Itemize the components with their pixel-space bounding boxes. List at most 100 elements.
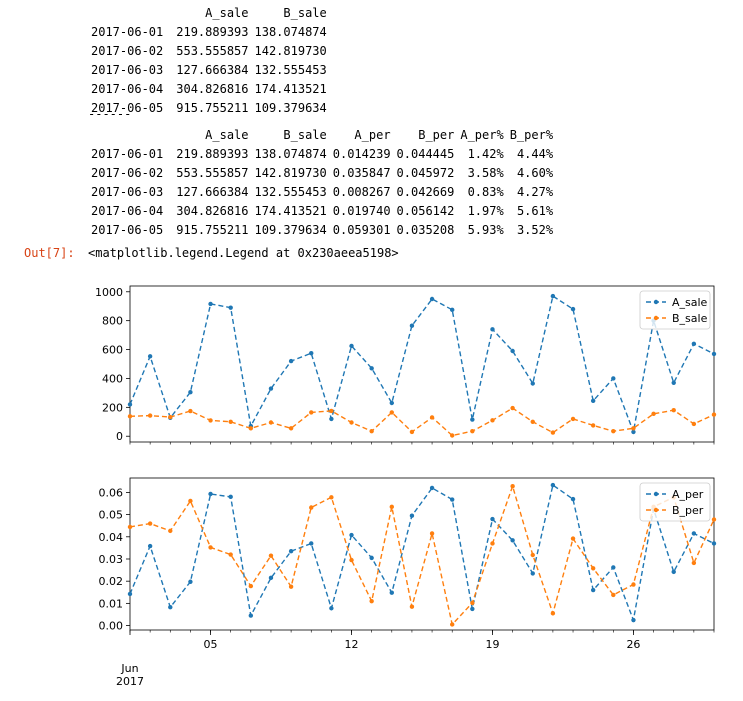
series-line-A_per: [129, 483, 715, 623]
data-point-A_sale: [329, 416, 334, 422]
data-point-B_sale: [711, 412, 717, 417]
data-point-A_per: [127, 591, 133, 597]
data-point-A_per: [228, 494, 233, 500]
data-point-B_per: [369, 598, 374, 604]
data-point-A_sale: [429, 296, 435, 302]
table-cell: 0.056142: [396, 204, 455, 218]
series-line-B_sale: [129, 407, 715, 437]
data-point-A_per: [611, 565, 616, 570]
data-point-A_sale: [349, 343, 354, 349]
table-cell: 142.819730: [254, 166, 327, 180]
table-cell: 553.555857: [176, 166, 249, 180]
data-point-B_per: [147, 521, 153, 526]
data-point-B_sale: [248, 426, 254, 431]
data-point-A_sale: [631, 429, 636, 435]
table-row: 2017-06-01 219.889393 138.074874: [88, 23, 330, 42]
data-point-B_sale: [369, 428, 374, 434]
table-cell: 127.666384: [176, 63, 249, 77]
data-point-A_per: [429, 485, 435, 491]
data-point-A_per: [147, 543, 153, 549]
table-cell: 0.042669: [396, 185, 455, 199]
data-point-B_sale: [570, 416, 576, 422]
data-point-B_sale: [409, 429, 415, 435]
data-point-B_sale: [188, 408, 193, 414]
table-cell: 4.44%: [516, 147, 554, 161]
data-point-B_sale: [349, 420, 354, 425]
data-point-A_per: [631, 617, 636, 623]
data-point-B_per: [450, 622, 455, 627]
legend-marker-A_sale: [653, 299, 659, 305]
data-point-A_sale: [309, 350, 314, 356]
data-point-B_per: [268, 553, 274, 558]
table-cell: 142.819730: [254, 44, 327, 58]
series-line-A_sale: [129, 294, 715, 435]
table-cell: 132.555453: [254, 185, 327, 199]
data-point-A_sale: [490, 327, 495, 332]
table-cell: 132.555453: [254, 63, 327, 77]
table-cell: 0.059301: [332, 223, 391, 237]
data-point-A_sale: [671, 380, 676, 385]
data-point-B_per: [611, 592, 616, 598]
data-point-A_per: [550, 482, 556, 488]
y-tick-label: 1000: [95, 286, 123, 299]
data-point-A_sale: [369, 366, 374, 371]
table-cell: 0.83%: [467, 185, 504, 199]
y-tick-label: 0.05: [99, 509, 124, 522]
legend-label: A_sale: [672, 296, 708, 309]
data-point-A_sale: [590, 398, 596, 404]
data-point-A_per: [409, 513, 415, 518]
row-index: 2017-06-05: [91, 223, 164, 237]
row-index: 2017-06-05: [91, 101, 164, 115]
data-point-A_per: [208, 491, 213, 497]
table-cell: 219.889393: [176, 147, 249, 161]
data-point-A_per: [309, 541, 314, 546]
legend-marker-A_per: [653, 491, 659, 497]
table-cell: 0.044445: [396, 147, 455, 161]
data-point-B_sale: [510, 405, 515, 411]
axes-frame: [129, 285, 715, 443]
data-point-A_per: [188, 579, 193, 584]
data-point-B_sale: [288, 426, 294, 431]
axes-frame: [129, 477, 715, 631]
data-point-A_per: [590, 587, 596, 593]
data-point-B_sale: [228, 419, 233, 424]
data-point-B_sale: [208, 418, 213, 423]
data-point-A_per: [691, 531, 697, 536]
data-point-A_sale: [409, 323, 415, 328]
table-cell: 138.074874: [254, 147, 327, 161]
output-text: <matplotlib.legend.Legend at 0x230aeea51…: [88, 246, 399, 260]
data-point-A_per: [510, 538, 515, 543]
table-cell: 1.42%: [467, 147, 504, 161]
data-point-A_sale: [228, 305, 233, 310]
x-tick-label: 05: [204, 638, 218, 651]
table-cell: 304.826816: [176, 204, 249, 218]
table-cell: 0.045972: [396, 166, 455, 180]
data-point-A_sale: [268, 386, 274, 391]
data-point-A_per: [369, 555, 374, 561]
table-cell: 0.035847: [332, 166, 391, 180]
data-point-B_per: [470, 600, 475, 606]
row-index: 2017-06-02: [91, 166, 164, 180]
legend: A_per B_per: [639, 482, 711, 522]
table-cell: 553.555857: [176, 44, 249, 58]
legend-marker-B_per: [653, 507, 659, 513]
series-line-B_per: [129, 483, 715, 626]
data-point-B_sale: [550, 430, 556, 435]
data-point-B_sale: [147, 413, 153, 418]
data-point-B_per: [590, 566, 596, 571]
table-cell: 138.074874: [254, 25, 327, 39]
x-tick-label: 19: [485, 638, 499, 651]
data-point-A_per: [329, 606, 334, 611]
dataframe-percentages: A_sale B_sale A_per B_per A_per% B_per% …: [88, 126, 556, 240]
data-point-A_per: [288, 549, 294, 554]
data-point-B_per: [510, 484, 515, 489]
data-point-B_per: [329, 495, 334, 500]
dataframe-sales: A_sale B_sale 2017-06-01 219.889393 138.07…: [88, 4, 330, 118]
legend-label: B_per: [672, 504, 704, 517]
x-tick-label: 2017: [116, 675, 144, 688]
data-point-B_sale: [590, 423, 596, 428]
table-cell: 915.755211: [176, 101, 249, 115]
row-index: 2017-06-01: [91, 147, 164, 161]
data-point-A_sale: [570, 306, 576, 312]
y-tick-label: 0.01: [99, 597, 124, 610]
